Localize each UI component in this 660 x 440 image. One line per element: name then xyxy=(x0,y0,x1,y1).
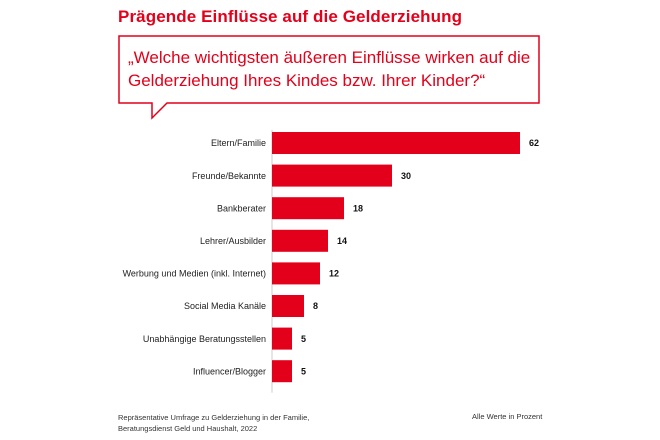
survey-question: „Welche wichtigsten äußeren Einflüsse wi… xyxy=(128,48,531,90)
value-label: 5 xyxy=(301,366,306,376)
bar xyxy=(272,360,292,383)
bar xyxy=(272,327,292,350)
category-label: Unabhängige Beratungsstellen xyxy=(143,334,266,344)
unit-note: Alle Werte in Prozent xyxy=(472,412,543,421)
value-label: 14 xyxy=(337,236,347,246)
value-label: 18 xyxy=(353,203,363,213)
category-label: Freunde/Bekannte xyxy=(192,171,266,181)
bar xyxy=(272,164,392,187)
source-line-1: Repräsentative Umfrage zu Gelderziehung … xyxy=(118,413,310,422)
category-label: Werbung und Medien (inkl. Internet) xyxy=(123,269,266,279)
category-label: Bankberater xyxy=(217,203,266,213)
category-label: Eltern/Familie xyxy=(211,138,266,148)
value-label: 30 xyxy=(401,171,411,181)
value-label: 12 xyxy=(329,269,339,279)
bar xyxy=(272,262,320,285)
bar xyxy=(272,197,344,220)
category-label: Social Media Kanäle xyxy=(184,301,266,311)
value-label: 62 xyxy=(529,138,539,148)
category-label: Influencer/Blogger xyxy=(193,366,266,376)
source-line-2: Beratungsdienst Geld und Haushalt, 2022 xyxy=(118,424,258,433)
bar xyxy=(272,229,328,252)
bar xyxy=(272,295,304,317)
bar xyxy=(272,132,520,154)
source-note: Repräsentative Umfrage zu Gelderziehung … xyxy=(118,412,309,434)
value-label: 5 xyxy=(301,334,306,344)
category-label: Lehrer/Ausbilder xyxy=(200,236,266,246)
value-label: 8 xyxy=(313,301,318,311)
chart-title: Prägende Einflüsse auf die Gelderziehung xyxy=(118,7,463,26)
